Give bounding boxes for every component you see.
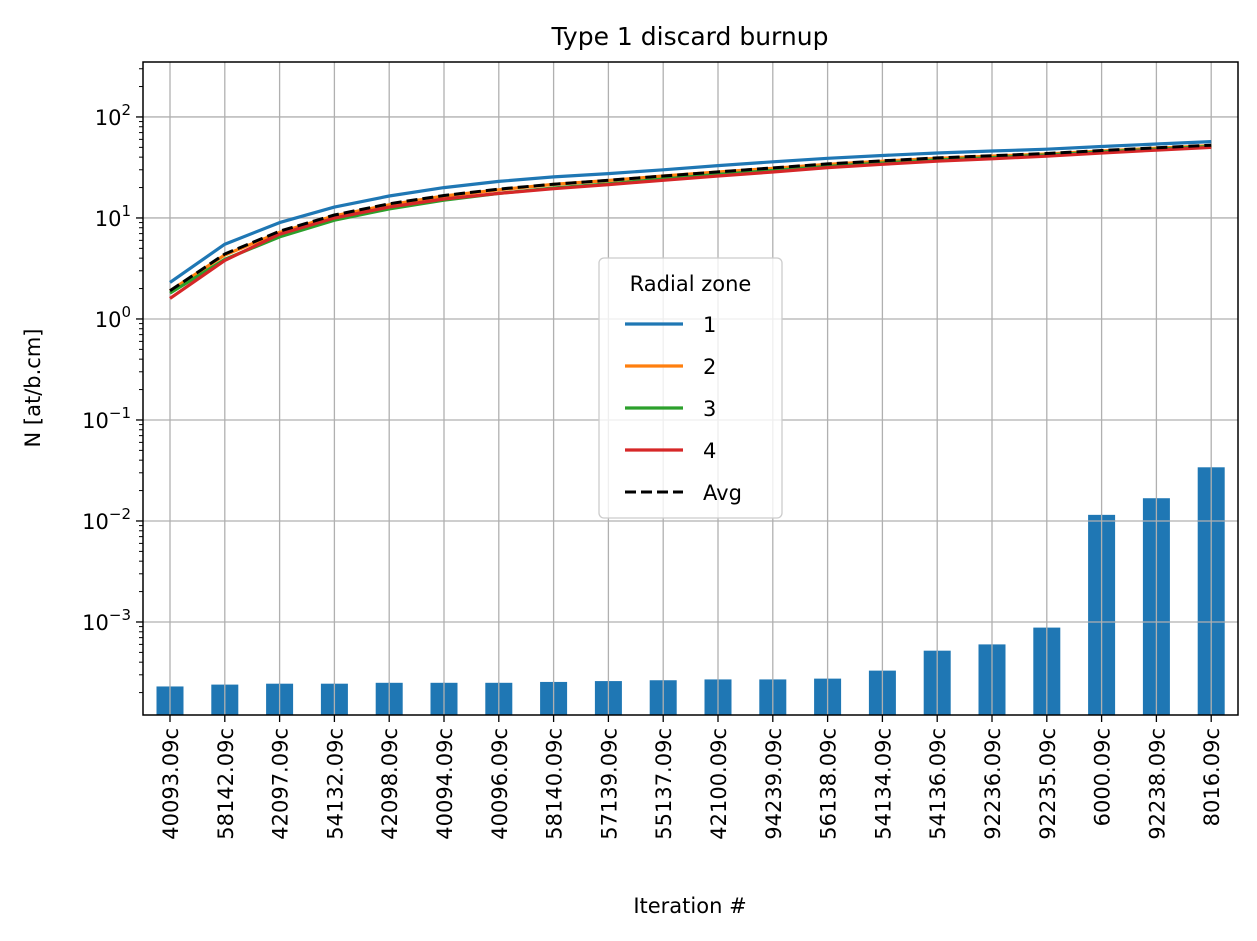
bars [156, 467, 1225, 715]
x-tick-label: 56138.09c [817, 728, 841, 840]
x-tick-label: 54134.09c [871, 728, 895, 840]
plot-frame [142, 61, 1239, 716]
y-tick-label: 101 [95, 202, 131, 231]
y-axis-label: N [at/b.cm] [21, 329, 45, 448]
ticks: 10−3 10−2 10−1 100 101 102 40093.09c 58142.09c 4… [82, 68, 1224, 840]
y-tick-label: 10−2 [82, 505, 131, 534]
series-line-avg [169, 143, 1212, 293]
x-tick-label: 58140.09c [543, 728, 567, 840]
legend-label: 1 [703, 313, 716, 337]
legend-label: 2 [703, 355, 716, 379]
x-tick-label: 6000.09c [1091, 728, 1115, 826]
series-line-4 [169, 145, 1212, 300]
x-tick-label: 57139.09c [597, 728, 621, 840]
x-tick-label: 55137.09c [652, 728, 676, 840]
x-tick-label: 92238.09c [1145, 728, 1169, 840]
x-tick-label: 92236.09c [981, 728, 1005, 840]
x-tick-label: 92235.09c [1036, 728, 1060, 840]
x-tick-label: 40096.09c [488, 728, 512, 840]
x-tick-label: 54132.09c [323, 728, 347, 840]
x-tick-label: 42097.09c [269, 728, 293, 840]
legend-label: Avg [703, 481, 742, 505]
x-tick-label: 42100.09c [707, 728, 731, 840]
legend-title: Radial zone [630, 272, 752, 296]
x-tick-label: 94239.09c [762, 728, 786, 840]
legend-label: 3 [703, 397, 716, 421]
x-tick-label: 40093.09c [159, 728, 183, 840]
chart-title: Type 1 discard burnup [551, 22, 829, 51]
x-tick-label: 40094.09c [433, 728, 457, 840]
legend-box [598, 257, 783, 519]
y-tick-label: 100 [95, 303, 131, 332]
legend-label: 4 [703, 439, 716, 463]
series-line-1 [169, 140, 1212, 284]
x-tick-label: 42098.09c [378, 728, 402, 840]
x-tick-label: 8016.09c [1200, 728, 1224, 826]
x-tick-label: 58142.09c [214, 728, 238, 840]
y-tick-label: 10−1 [82, 404, 131, 433]
x-tick-label: 54136.09c [926, 728, 950, 840]
y-tick-label: 10−3 [82, 606, 131, 635]
x-axis-label: Iteration # [633, 894, 746, 918]
legend: Radial zone 1 2 3 4 Avg [598, 257, 783, 519]
y-tick-label: 102 [95, 101, 131, 130]
series-lines [169, 140, 1212, 300]
